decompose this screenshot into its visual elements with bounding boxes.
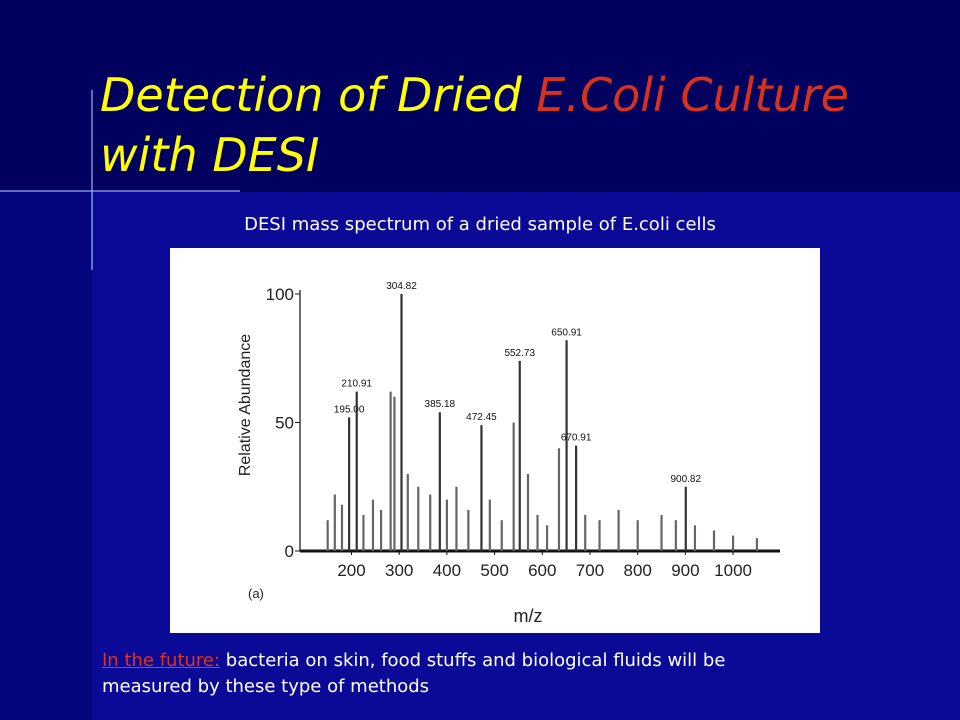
x-tick-label: 600 (528, 561, 556, 580)
image-frame (170, 248, 820, 633)
x-tick-label: 400 (433, 561, 461, 580)
peak-label: 210.91 (341, 379, 372, 390)
panel-label: (a) (248, 586, 264, 601)
x-tick-label: 200 (337, 561, 365, 580)
peak-label: 552.73 (504, 348, 535, 359)
title-band (0, 0, 960, 192)
title-text: Detection of Dried (100, 68, 537, 122)
title-text: with DESI (100, 128, 320, 182)
y-axis-label: Relative Abundance (237, 334, 254, 476)
note-line-1: In the future: bacteria on skin, food st… (102, 650, 725, 671)
side-strip (0, 192, 92, 720)
peak-label: 472.45 (466, 412, 497, 423)
title-line-2: with DESI (100, 128, 319, 182)
x-tick-label: 700 (576, 561, 604, 580)
y-tick-label: 50 (275, 414, 294, 433)
x-axis-label: m/z (514, 606, 543, 626)
title-highlight: E.Coli Culture (536, 68, 849, 122)
note-text: bacteria on skin, food stuffs and biolog… (220, 650, 726, 671)
peak-label: 385.18 (425, 399, 456, 410)
title-line-1: Detection of Dried E.Coli Culture (100, 68, 849, 122)
note-line-2: measured by these type of methods (102, 676, 430, 697)
peak-label: 195.00 (334, 404, 365, 415)
peak-label: 900.82 (670, 474, 701, 485)
x-tick-label: 1000 (714, 561, 752, 580)
peak-label: 650.91 (551, 327, 582, 338)
x-tick-label: 500 (480, 561, 508, 580)
y-tick-label: 0 (285, 542, 294, 561)
x-tick-label: 800 (623, 561, 651, 580)
peak-label: 670.91 (561, 433, 592, 444)
note-lead: In the future: (102, 650, 221, 671)
caption: DESI mass spectrum of a dried sample of … (244, 214, 716, 235)
peak-label: 304.82 (386, 281, 417, 292)
x-tick-label: 300 (385, 561, 413, 580)
y-tick-label: 100 (266, 285, 294, 304)
x-tick-label: 900 (671, 561, 699, 580)
